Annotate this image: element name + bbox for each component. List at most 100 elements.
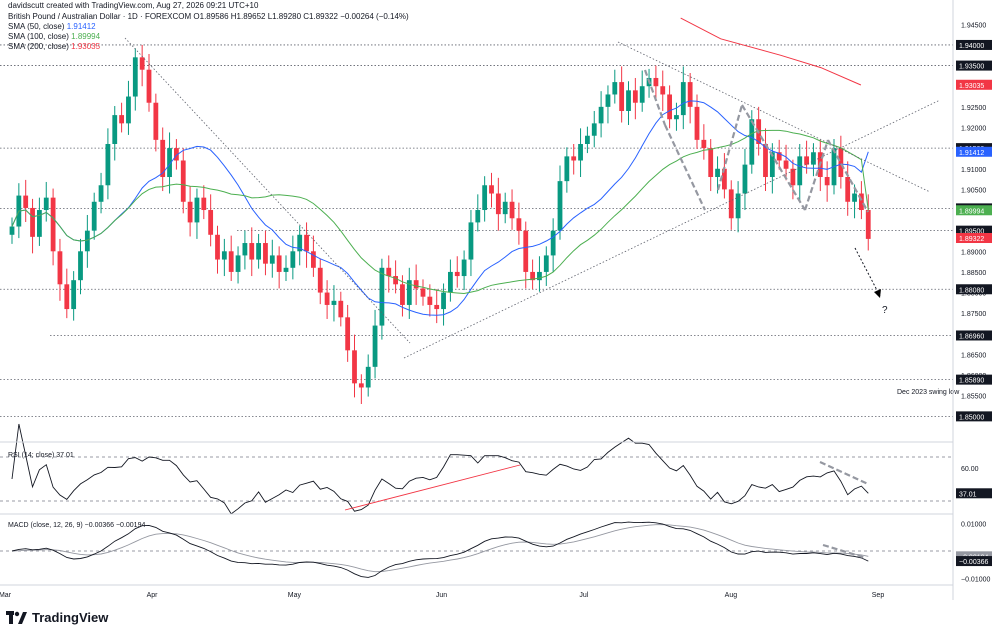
candle-body xyxy=(632,90,638,103)
last-value-box xyxy=(956,233,992,244)
candle-body xyxy=(146,69,152,103)
y-tick-label: 1.85500 xyxy=(961,394,986,401)
candle-body xyxy=(317,267,323,293)
macd-value-box xyxy=(956,556,992,567)
candle-body xyxy=(769,152,775,178)
candle-body xyxy=(290,251,296,268)
sma50-line xyxy=(11,100,869,316)
candle-body xyxy=(228,251,234,272)
last-value-label: 1.89322 xyxy=(959,236,984,243)
candle-body xyxy=(585,135,590,144)
candle-body xyxy=(242,243,248,256)
candle-body xyxy=(838,148,844,178)
sma50-legend[interactable]: SMA (50, close) 1.91412 xyxy=(8,22,96,32)
x-tick-label: Aug xyxy=(725,592,738,599)
candle-body xyxy=(365,366,371,388)
candle-body xyxy=(790,168,796,186)
price-level-box xyxy=(956,411,992,422)
candle-body xyxy=(441,292,446,310)
candle-body xyxy=(543,255,549,272)
pattern-arrow xyxy=(664,124,706,211)
trendline xyxy=(617,41,931,193)
macd-title: MACD (close, 12, 26, 9) −0.00366 −0.0019… xyxy=(8,522,145,529)
projection-arrow xyxy=(854,247,881,297)
candle-body xyxy=(728,189,734,219)
candle-body xyxy=(276,255,282,272)
candle-body xyxy=(386,267,392,277)
candle-body xyxy=(708,148,714,178)
candle-body xyxy=(338,300,344,318)
candle-body xyxy=(201,197,207,211)
last-value-label: 1.93035 xyxy=(959,83,984,90)
candle-body xyxy=(263,243,268,264)
candle-body xyxy=(530,271,535,281)
y-tick-label: 1.89000 xyxy=(961,249,986,256)
candle-body xyxy=(64,284,70,310)
axes: 1.850001.855001.860001.865001.870001.875… xyxy=(0,0,992,600)
sma50-value: 1.91412 xyxy=(66,22,96,31)
candle-body xyxy=(468,222,474,260)
sma100-legend[interactable]: SMA (100, close) 1.89994 xyxy=(8,32,100,42)
price-level-box xyxy=(956,374,992,385)
candle-body xyxy=(256,243,261,260)
candle-body xyxy=(235,255,241,272)
candle-body xyxy=(571,156,577,161)
candle-body xyxy=(598,106,604,124)
macd-line xyxy=(11,521,869,578)
macd-tick-label: −0.01000 xyxy=(961,577,990,584)
macd-tick-label: 0.01000 xyxy=(961,522,986,529)
price-level-label: 1.94000 xyxy=(959,43,984,50)
symbol-line: British Pound / Australian Dollar · 1D ·… xyxy=(8,12,409,22)
candle-body xyxy=(516,218,522,231)
candle-body xyxy=(180,160,186,202)
candle-body xyxy=(482,185,488,211)
candle-body xyxy=(591,123,597,136)
candle-body xyxy=(557,181,563,231)
candle-body xyxy=(852,193,857,202)
last-value-box xyxy=(956,146,992,157)
candle-body xyxy=(722,168,727,190)
last-value-box xyxy=(956,205,992,216)
candle-body xyxy=(379,267,385,326)
candle-body xyxy=(680,82,686,116)
candle-body xyxy=(715,168,720,178)
candle-body xyxy=(153,102,159,140)
candle-body xyxy=(221,251,227,260)
candle-body xyxy=(160,139,166,178)
candle-body xyxy=(208,210,214,235)
candle-body xyxy=(112,115,118,144)
price-level-box xyxy=(956,39,992,50)
candle-body xyxy=(406,280,412,305)
ohlc-values: O1.89586 H1.89652 L1.89280 C1.89322 −0.0… xyxy=(193,12,409,21)
candle-body xyxy=(194,197,200,223)
candle-body xyxy=(393,276,398,285)
candle-body xyxy=(43,197,49,211)
candle-body xyxy=(523,230,529,272)
last-value-label: 1.89994 xyxy=(959,208,984,215)
candle-body xyxy=(50,197,56,252)
x-tick-label: Jun xyxy=(436,592,447,599)
sma100-line xyxy=(11,129,869,295)
pattern-arrow xyxy=(803,139,830,211)
price-level-box xyxy=(956,330,992,341)
y-tick-label: 1.88500 xyxy=(961,270,986,277)
candle-body xyxy=(249,243,255,260)
candle-body xyxy=(619,82,625,111)
y-tick-label: 1.92000 xyxy=(961,125,986,132)
question-mark: ? xyxy=(882,305,888,316)
candle-body xyxy=(91,201,97,231)
projection-arrow-head xyxy=(874,289,881,298)
candle-body xyxy=(57,251,63,285)
candle-body xyxy=(783,160,789,169)
candle-body xyxy=(811,152,816,165)
sma200-line xyxy=(680,17,862,86)
candle-body xyxy=(605,94,611,107)
tradingview-logo[interactable]: TradingView xyxy=(6,610,108,625)
candle-body xyxy=(776,152,782,161)
candle-body xyxy=(804,156,809,165)
candle-body xyxy=(824,177,830,186)
macd-pane: MACD (close, 12, 26, 9) −0.00366 −0.0019… xyxy=(0,522,992,584)
macd-arrow xyxy=(822,543,867,560)
sma200-legend[interactable]: SMA (200, close) 1.93035 xyxy=(8,42,100,52)
